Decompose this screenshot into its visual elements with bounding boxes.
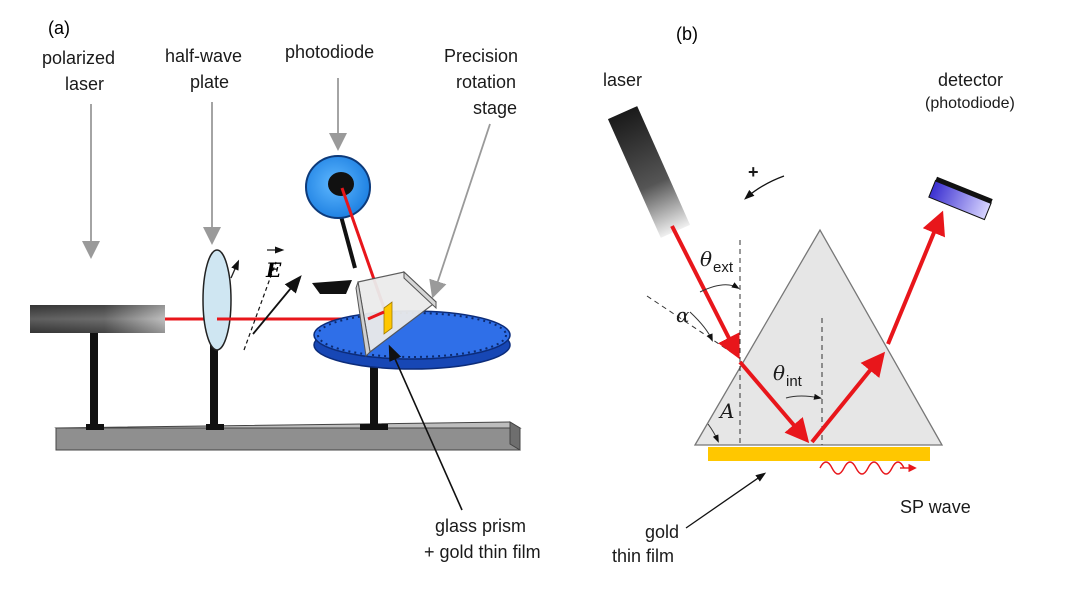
prism-label-2: + gold thin film: [424, 542, 541, 562]
prism-b: [693, 228, 944, 446]
theta-int-sub: int: [786, 373, 803, 390]
apex-angle-arc: [707, 423, 719, 443]
prism-pointer-arrow: [388, 344, 463, 511]
theta-ext-arc: [699, 282, 740, 293]
gold-film-label-1: gold: [645, 522, 679, 542]
photodiode: [305, 155, 371, 294]
panel-b: (b) laser detector (photodiode) +: [603, 24, 1015, 566]
theta-ext-symbol: θ: [700, 247, 712, 271]
laser-b: [607, 106, 691, 238]
half-wave-plate-label-1: half-wave: [165, 46, 242, 66]
alpha-arc: [689, 311, 713, 342]
theta-ext-sub: ext: [713, 259, 734, 276]
detector-label: detector: [938, 70, 1003, 90]
alpha-symbol: α: [676, 303, 690, 327]
polarized-laser: [30, 305, 165, 430]
theta-int-symbol: θ: [773, 361, 785, 385]
rotation-stage-label-3: stage: [473, 98, 517, 118]
gold-film-b: [708, 447, 930, 461]
theta-int-arc: [785, 393, 822, 400]
optical-rail: [54, 421, 522, 451]
rotation-stage-label-1: Precision: [444, 46, 518, 66]
surface-normal-line: [646, 295, 741, 359]
apex-symbol: A: [718, 399, 734, 423]
gold-film-label-2: thin film: [612, 546, 674, 566]
stage-pointer-arrow: [429, 123, 491, 299]
detector-sub-label: (photodiode): [925, 95, 1015, 112]
e-field-vector: [243, 246, 302, 351]
detector-b: [928, 176, 993, 221]
glass-prism: [355, 270, 437, 358]
half-wave-plate: [202, 249, 240, 430]
plus-sign: +: [748, 162, 759, 182]
exit-beam: [886, 210, 945, 345]
half-wave-plate-label-2: plate: [190, 72, 229, 92]
refracted-beam: [738, 360, 810, 444]
incident-beam: [670, 225, 740, 360]
photodiode-label: photodiode: [285, 42, 374, 62]
internal-reflected-beam: [810, 351, 886, 444]
sp-wave-curve: [819, 461, 905, 475]
polarized-laser-label-1: polarized: [42, 48, 115, 68]
panel-a: (a) polarized laser half-wave plate: [30, 18, 541, 562]
panel-a-label: (a): [48, 18, 70, 38]
gold-film-pointer-arrow: [685, 472, 767, 529]
polarized-laser-label-2: laser: [65, 74, 104, 94]
laser-b-label: laser: [603, 70, 642, 90]
e-field-label: E: [265, 258, 282, 282]
panel-b-label: (b): [676, 24, 698, 44]
prism-label-1: glass prism: [435, 516, 526, 536]
rotation-direction-arrow: [744, 175, 785, 200]
rotation-stage: [313, 310, 511, 430]
sp-wave-label: SP wave: [900, 497, 971, 517]
rotation-stage-label-2: rotation: [456, 72, 516, 92]
